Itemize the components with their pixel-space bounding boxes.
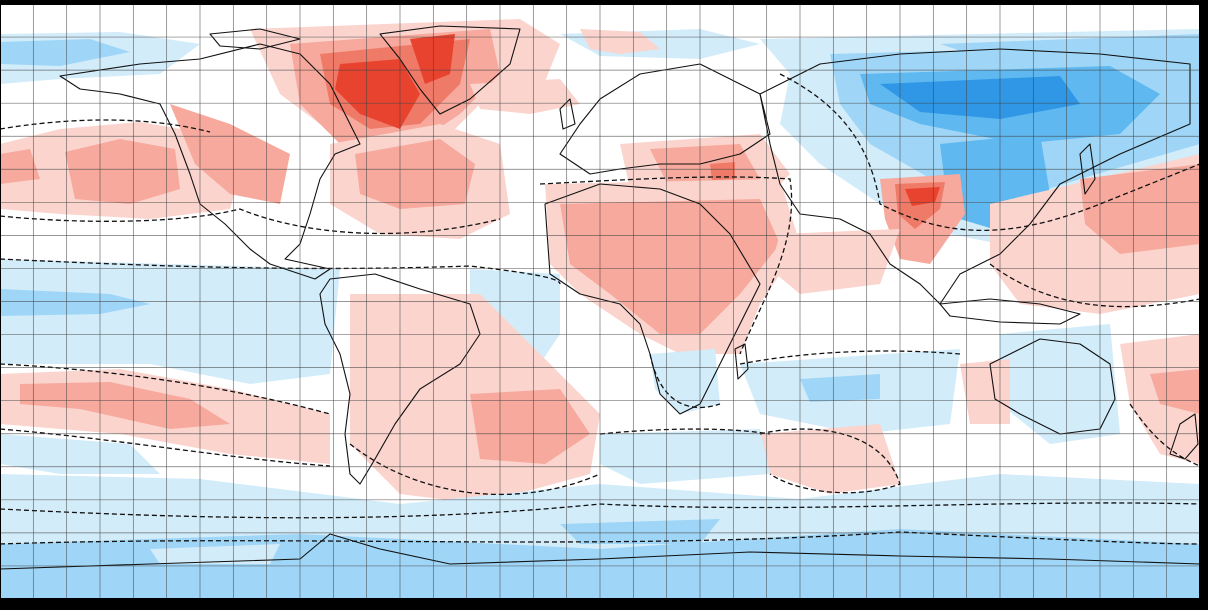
zero-contour	[649, 353, 721, 409]
zero-contour	[0, 208, 501, 235]
region-southern-ocean-cool	[600, 429, 770, 484]
zero-contour	[0, 428, 331, 467]
region-tropical-pacific-cool	[650, 349, 720, 414]
zero-contour	[779, 73, 1200, 231]
region-southern-pacific-warm-band	[760, 424, 900, 494]
zero-contour	[1129, 403, 1200, 467]
region-southern-pacific-warm-band	[20, 382, 230, 429]
region-north-pacific-warm	[0, 149, 40, 184]
zero-contour	[0, 363, 331, 415]
coastline-arctic-islands	[209, 28, 301, 50]
region-tropical-pacific-cool	[1000, 324, 1120, 444]
region-north-atlantic-warm	[355, 139, 475, 209]
region-south-atlantic-warm	[380, 304, 465, 384]
coastline-new-zealand	[1169, 413, 1199, 460]
zero-contour	[539, 176, 793, 355]
region-arctic-cool-band	[0, 39, 130, 66]
coastline-south-america	[319, 273, 481, 485]
region-baffin-strong-warm	[335, 59, 420, 129]
zero-contour	[989, 263, 1200, 308]
region-southern-pacific-warm-band	[960, 359, 1010, 424]
region-baffin-strong-warm	[410, 34, 455, 84]
region-tropical-pacific-cool	[0, 289, 150, 316]
coastline-maritime-se-asia	[939, 298, 1081, 325]
region-siberia-cool	[940, 34, 1200, 64]
region-west-pacific-warm	[1080, 164, 1200, 254]
coastline-japan	[1079, 143, 1096, 195]
coastline-australia	[989, 338, 1116, 435]
region-tropical-pacific-cool	[0, 259, 340, 384]
coastline-antarctica	[0, 533, 1200, 570]
zero-contour	[349, 443, 601, 495]
anomaly-map	[0, 4, 1200, 599]
region-west-pacific-warm	[770, 229, 900, 294]
zero-contour	[0, 119, 211, 133]
region-tibet-strong-warm	[905, 187, 940, 206]
coastline-madagascar	[734, 343, 749, 380]
zero-contour	[599, 428, 771, 435]
coastline-europe	[559, 63, 771, 175]
region-turkey-caucasus-warm	[710, 162, 735, 180]
region-southern-ocean-cool	[0, 434, 160, 474]
region-north-atlantic-warm	[470, 79, 580, 114]
region-antarctica-cool	[150, 544, 280, 564]
region-north-pacific-warm	[65, 139, 180, 204]
region-north-africa-middle-east-warm	[560, 199, 780, 334]
region-southern-pacific-warm-band	[1150, 369, 1200, 414]
region-tropical-pacific-cool	[800, 374, 880, 402]
region-central-asia-strong-cool	[880, 76, 1080, 119]
latlon-grid	[0, 4, 1200, 599]
zero-contour	[0, 531, 1200, 545]
